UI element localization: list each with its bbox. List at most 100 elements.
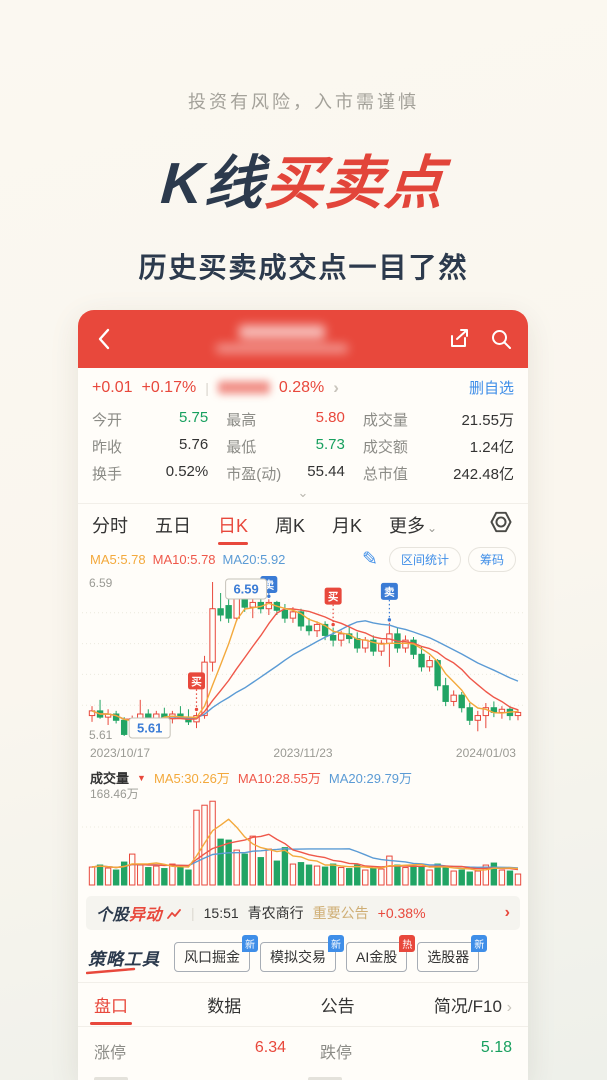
svg-text:买: 买: [328, 591, 339, 603]
tab-daily-k[interactable]: 日K: [218, 506, 248, 544]
new-badge: 新: [242, 935, 258, 952]
range-stats-button[interactable]: 区间统计: [388, 547, 461, 572]
hero-section: 投资有风险，入市需谨慎 K线买卖点 历史买卖成交点一目了然: [0, 0, 607, 286]
draw-pencil-icon[interactable]: ✎: [362, 549, 378, 570]
limit-up-label: 涨停: [94, 1045, 127, 1062]
price-change: +0.01: [92, 378, 133, 396]
zigzag-trend-icon: [167, 909, 181, 919]
back-button[interactable]: [92, 326, 118, 352]
ma20-label: MA20:5.92: [222, 552, 286, 567]
clipped-next-row: [78, 1063, 528, 1080]
page-subtitle: 历史买卖成交点一目了然: [138, 252, 469, 283]
info-value: 5.73: [315, 436, 345, 453]
tool-sim-trading-button[interactable]: 模拟交易新: [260, 935, 344, 972]
x-label-middle: 2023/11/23: [273, 746, 333, 760]
tool-stock-screener-button[interactable]: 选股器新: [417, 935, 488, 972]
chevron-down-icon: ⌄: [427, 520, 438, 535]
info-label: 成交额: [362, 439, 408, 456]
tab-5day[interactable]: 五日: [155, 515, 191, 536]
settings-nut-icon: [490, 511, 512, 533]
tab-profile-f10[interactable]: 简况/F10 ›: [433, 997, 512, 1016]
info-row: 换手 0.52% 市盈(动) 55.44 总市值 242.48亿: [92, 460, 514, 487]
tab-order-book[interactable]: 盘口: [94, 982, 128, 1027]
page-title-red: 买卖点: [262, 151, 448, 216]
ma10-label: MA10:5.78: [152, 552, 216, 567]
quote-info-grid: 今开 5.75 最高 5.80 成交量 21.55万 昨收 5.76 最低 5.73 成交…: [78, 402, 528, 487]
info-label: 市盈(动): [226, 466, 282, 483]
stock-title-blurred: [118, 325, 446, 353]
volume-chart[interactable]: 168.46万: [78, 787, 528, 889]
index-name-blurred: [217, 381, 270, 394]
kline-chart[interactable]: 买卖买卖 6.59 5.61 6.59 5.61: [78, 574, 528, 746]
info-label: 最高: [226, 412, 257, 429]
svg-text:买: 买: [191, 676, 202, 688]
share-button[interactable]: [446, 326, 472, 352]
svg-text:6.59: 6.59: [233, 582, 258, 597]
x-label-end: 2024/01/03: [455, 746, 516, 760]
stock-alert-bar[interactable]: 个股异动 | 15:51 青农商行 重要公告 +0.38% ›: [86, 896, 520, 930]
tab-data[interactable]: 数据: [207, 997, 242, 1016]
tab-more[interactable]: 更多 ⌄: [389, 515, 438, 536]
tab-monthly-k[interactable]: 月K: [332, 515, 363, 536]
price-change-pct: +0.17%: [141, 378, 197, 396]
new-badge: 新: [471, 935, 488, 952]
quote-separator: |: [205, 379, 209, 396]
info-value: 0.52%: [165, 463, 209, 480]
svg-text:卖: 卖: [384, 585, 395, 598]
volume-title[interactable]: 成交量: [90, 771, 130, 786]
svg-text:5.61: 5.61: [137, 721, 162, 736]
volume-axis-max-label: 168.46万: [90, 787, 139, 801]
page-title: K线买卖点: [0, 136, 607, 220]
bottom-tab-bar: 盘口 数据 公告 简况/F10 ›: [78, 982, 528, 1027]
pankou-row: 涨停 6.34 跌停 5.18: [78, 1027, 528, 1063]
search-button[interactable]: [488, 326, 514, 352]
vol-ma5-label: MA5:30.26万: [153, 771, 230, 786]
tool-ai-stocks-button[interactable]: AI金股热: [346, 935, 416, 972]
share-icon: [451, 329, 468, 347]
info-label: 今开: [92, 412, 123, 429]
info-label: 最低: [226, 439, 257, 456]
index-change-pct: 0.28%: [278, 378, 325, 396]
limit-down-value: 5.18: [480, 1039, 512, 1056]
svg-text:卖: 卖: [264, 579, 275, 592]
red-underline-swoosh: [86, 967, 136, 974]
tab-announcements[interactable]: 公告: [320, 997, 355, 1016]
expand-info-button[interactable]: ⌄: [297, 485, 309, 500]
alert-time: 15:51: [203, 905, 239, 921]
tool-hot-picks-button[interactable]: 风口掘金新: [174, 935, 258, 972]
strategy-tools-row: 策略工具 风口掘金新 模拟交易新 AI金股热 选股器新: [78, 930, 528, 982]
page-title-dark: K线: [158, 151, 268, 216]
new-badge: 新: [328, 935, 344, 952]
info-row: 昨收 5.76 最低 5.73 成交额 1.24亿: [92, 433, 514, 460]
chips-distribution-button[interactable]: 筹码: [467, 547, 516, 572]
info-value: 21.55万: [461, 412, 514, 429]
tab-weekly-k[interactable]: 周K: [275, 515, 306, 536]
vol-ma20-label: MA20:29.79万: [328, 771, 413, 786]
alert-change-pct: +0.38%: [377, 905, 426, 921]
tab-minute[interactable]: 分时: [92, 515, 128, 536]
remove-watchlist-button[interactable]: 删自选: [468, 380, 514, 397]
alert-separator: |: [190, 905, 195, 921]
quote-chevron-icon[interactable]: ›: [333, 377, 339, 397]
back-chevron-icon: [98, 328, 110, 350]
info-label: 换手: [92, 466, 123, 483]
info-label: 总市值: [362, 466, 408, 483]
price-chart-svg: 买卖买 卖6.595.61: [82, 576, 524, 739]
ma5-label: MA5:5.78: [90, 552, 146, 567]
alert-brand: 个股异动: [96, 901, 182, 925]
x-axis-labels: 2023/10/17 2023/11/23 2024/01/03: [78, 746, 528, 764]
chart-settings-button[interactable]: [488, 509, 514, 540]
info-value: 55.44: [307, 463, 345, 480]
limit-down-label: 跌停: [320, 1045, 353, 1062]
vol-ma10-label: MA10:28.55万: [237, 771, 321, 786]
info-value: 1.24亿: [469, 439, 514, 456]
y-axis-high-label: 6.59: [89, 576, 113, 590]
alert-chevron-icon: ›: [504, 904, 510, 921]
volume-header: 成交量 ▼ MA5:30.26万 MA10:28.55万 MA20:29.79万: [78, 764, 528, 787]
info-label: 成交量: [362, 412, 408, 429]
chevron-right-icon: ›: [506, 999, 512, 1016]
x-label-start: 2023/10/17: [90, 746, 151, 760]
limit-up-value: 6.34: [254, 1039, 286, 1056]
search-icon: [492, 330, 511, 349]
volume-chart-svg: [82, 800, 524, 886]
